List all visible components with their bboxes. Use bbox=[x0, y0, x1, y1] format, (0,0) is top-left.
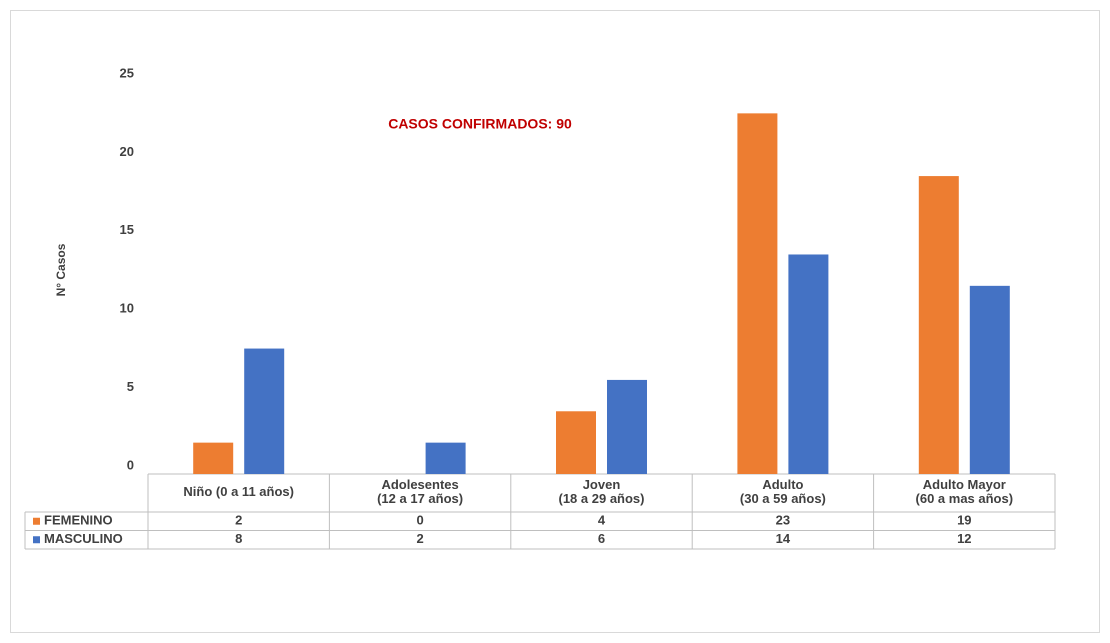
table-value: 4 bbox=[598, 513, 606, 528]
bar bbox=[556, 411, 596, 474]
legend-label: FEMENINO bbox=[44, 513, 113, 528]
x-tick-label: Adulto Mayor (60 a mas años) bbox=[916, 477, 1014, 506]
x-tick-label: Adulto (30 a 59 años) bbox=[740, 477, 826, 506]
bar bbox=[969, 285, 1010, 474]
y-tick-label: 25 bbox=[120, 65, 134, 80]
bar bbox=[607, 379, 647, 474]
legend-swatch bbox=[33, 536, 40, 544]
bar bbox=[193, 442, 234, 474]
y-tick-label: 5 bbox=[127, 379, 134, 394]
table-value: 6 bbox=[598, 531, 605, 546]
bar bbox=[918, 176, 959, 474]
chart-border bbox=[10, 10, 1100, 633]
table-value: 0 bbox=[416, 513, 423, 528]
table-value: 12 bbox=[957, 531, 971, 546]
table-value: 2 bbox=[416, 531, 423, 546]
bar bbox=[788, 254, 829, 474]
y-tick-label: 0 bbox=[127, 457, 134, 472]
bar bbox=[425, 442, 466, 474]
chart-title: CASOS CONFIRMADOS: 90 bbox=[388, 116, 572, 132]
table-value: 14 bbox=[776, 531, 791, 546]
x-tick-label: Adolesentes (12 a 17 años) bbox=[377, 477, 463, 506]
table-value: 23 bbox=[776, 513, 790, 528]
legend-label: MASCULINO bbox=[44, 531, 123, 546]
bar bbox=[737, 113, 778, 475]
bar bbox=[244, 348, 285, 474]
y-axis-label: N° Casos bbox=[54, 243, 68, 296]
x-tick-label: Joven (18 a 29 años) bbox=[559, 477, 645, 506]
table-value: 2 bbox=[235, 513, 242, 528]
y-tick-label: 20 bbox=[120, 144, 134, 159]
y-tick-label: 10 bbox=[120, 301, 134, 316]
x-tick-label: Niño (0 a 11 años) bbox=[183, 484, 294, 499]
table-value: 8 bbox=[235, 531, 242, 546]
y-tick-label: 15 bbox=[120, 222, 134, 237]
table-value: 19 bbox=[957, 513, 971, 528]
legend-swatch bbox=[33, 517, 40, 525]
